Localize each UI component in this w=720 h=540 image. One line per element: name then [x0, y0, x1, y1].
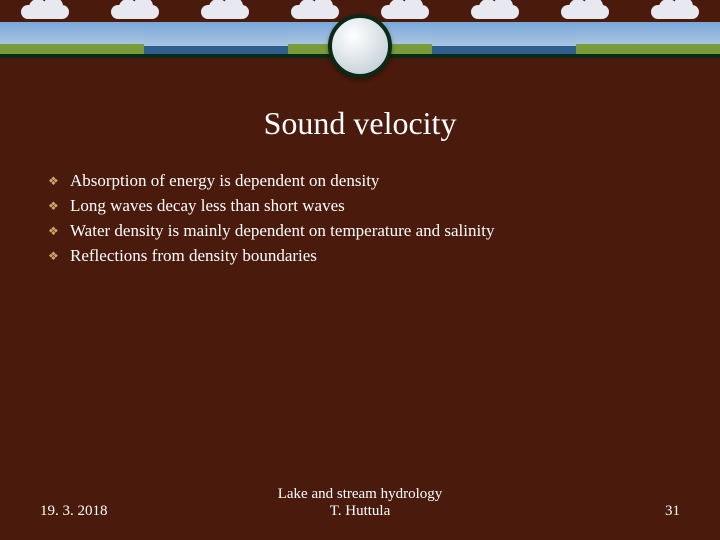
slide-title: Sound velocity — [40, 105, 680, 142]
cloud-icon — [21, 5, 69, 19]
slide-footer: 19. 3. 2018 Lake and stream hydrology T.… — [0, 486, 720, 520]
bullet-item: Reflections from density boundaries — [48, 245, 680, 268]
cloud-icon — [471, 5, 519, 19]
cloud-icon — [651, 5, 699, 19]
cloud-icon — [111, 5, 159, 19]
bullet-item: Long waves decay less than short waves — [48, 195, 680, 218]
footer-center: Lake and stream hydrology T. Huttula — [120, 486, 600, 520]
footer-date: 19. 3. 2018 — [40, 503, 120, 520]
footer-course: Lake and stream hydrology — [120, 486, 600, 503]
footer-page: 31 — [600, 503, 680, 520]
cloud-icon — [561, 5, 609, 19]
cloud-icon — [381, 5, 429, 19]
footer-author: T. Huttula — [120, 503, 600, 520]
bullet-list: Absorption of energy is dependent on den… — [40, 170, 680, 268]
cloud-icon — [201, 5, 249, 19]
cloud-icon — [291, 5, 339, 19]
decorative-banner — [0, 0, 720, 60]
bullet-item: Absorption of energy is dependent on den… — [48, 170, 680, 193]
medallion-icon — [328, 14, 392, 78]
slide-content: Sound velocity Absorption of energy is d… — [0, 105, 720, 270]
bullet-item: Water density is mainly dependent on tem… — [48, 220, 680, 243]
